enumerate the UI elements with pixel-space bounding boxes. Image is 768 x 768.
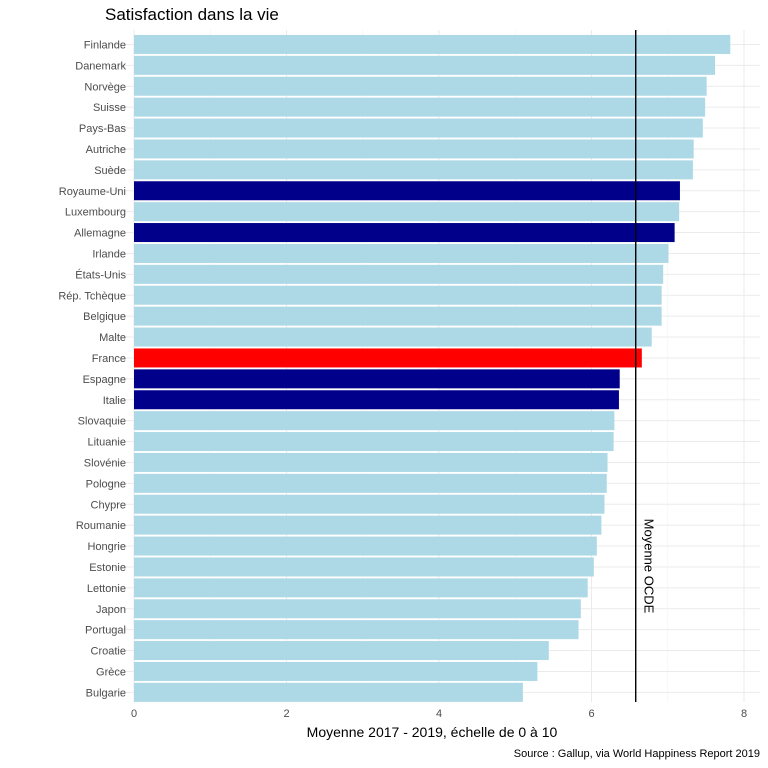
bar (134, 264, 664, 284)
x-tick-label: 0 (131, 708, 137, 720)
category-label: Slovénie (84, 457, 126, 469)
x-tick-labels: 0 2 4 6 8 (131, 708, 747, 720)
bars (134, 34, 731, 702)
x-tick-label: 4 (436, 708, 442, 720)
bar (134, 97, 706, 117)
category-label: Pologne (86, 478, 126, 490)
bar (134, 55, 716, 75)
category-label: Grèce (96, 666, 126, 678)
bar (134, 557, 594, 577)
bar (134, 515, 602, 535)
category-label: Bulgarie (86, 687, 126, 699)
bar (134, 432, 614, 452)
source-caption: Source : Gallup, via World Happiness Rep… (514, 748, 760, 760)
category-label: Suisse (93, 102, 126, 114)
chart-title: Satisfaction dans la vie (105, 5, 279, 24)
bar (134, 76, 707, 96)
category-label: Irlande (92, 248, 126, 260)
reference-line-group: Moyenne OCDE (635, 30, 656, 702)
bar (134, 494, 605, 514)
bar (134, 348, 642, 368)
bar (134, 139, 694, 159)
bar (134, 306, 662, 326)
bar (134, 390, 619, 410)
bar (134, 369, 620, 389)
bar (134, 641, 549, 661)
bar (134, 223, 675, 243)
category-label: Lituanie (87, 437, 126, 449)
category-label: Pays-Bas (79, 123, 127, 135)
bar (134, 34, 731, 54)
category-label: Autriche (86, 144, 126, 156)
category-label: Chypre (91, 499, 126, 511)
category-label: Malte (99, 332, 126, 344)
bar (134, 452, 608, 472)
category-label: Norvège (84, 81, 126, 93)
bar (134, 620, 579, 640)
category-label: Roumanie (76, 520, 126, 532)
bar (134, 243, 669, 263)
category-label: Suède (94, 165, 126, 177)
bar (134, 661, 538, 681)
bar (134, 578, 588, 598)
bar (134, 160, 693, 180)
x-tick-label: 6 (588, 708, 594, 720)
bar (134, 682, 523, 702)
x-axis-label: Moyenne 2017 - 2019, échelle de 0 à 10 (307, 724, 558, 740)
category-label: États-Unis (75, 268, 126, 281)
bar (134, 599, 581, 619)
bar (134, 118, 703, 138)
category-label: Luxembourg (65, 207, 126, 219)
category-label: Lettonie (87, 583, 126, 595)
category-label: France (92, 353, 126, 365)
bar (134, 327, 652, 347)
category-label: Espagne (83, 374, 126, 386)
oecd-reference-label: Moyenne OCDE (641, 519, 656, 614)
category-label: Danemark (75, 60, 126, 72)
category-label: Portugal (85, 625, 126, 637)
category-labels: Finlande Danemark Norvège Suisse Pays-Bas Aut… (58, 39, 126, 699)
category-label: Finlande (84, 39, 126, 51)
category-label: Hongrie (87, 541, 126, 553)
bar (134, 202, 680, 222)
category-label: Slovaquie (78, 416, 126, 428)
bar (134, 181, 680, 201)
x-tick-label: 8 (741, 708, 747, 720)
x-tick-label: 2 (283, 708, 289, 720)
category-label: Italie (103, 395, 126, 407)
category-label: Japon (96, 604, 126, 616)
category-label: Royaume-Uni (59, 186, 126, 198)
bar (134, 536, 597, 556)
category-label: Estonie (89, 562, 126, 574)
category-label: Belgique (83, 311, 126, 323)
category-label: Rép. Tchèque (58, 290, 126, 302)
category-label: Croatie (91, 646, 126, 658)
bar (134, 411, 615, 431)
bar (134, 285, 662, 305)
category-label: Allemagne (74, 228, 126, 240)
bar (134, 473, 607, 493)
